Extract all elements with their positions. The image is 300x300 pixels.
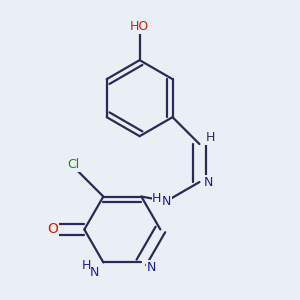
Text: Cl: Cl <box>67 158 79 171</box>
Text: H: H <box>206 131 215 144</box>
Text: HO: HO <box>130 20 149 33</box>
Text: N: N <box>203 176 213 189</box>
Text: H: H <box>152 192 161 205</box>
Text: H: H <box>82 260 92 272</box>
Text: N: N <box>90 266 99 279</box>
Text: N: N <box>162 195 171 208</box>
Text: N: N <box>147 261 156 274</box>
Text: O: O <box>47 223 58 236</box>
